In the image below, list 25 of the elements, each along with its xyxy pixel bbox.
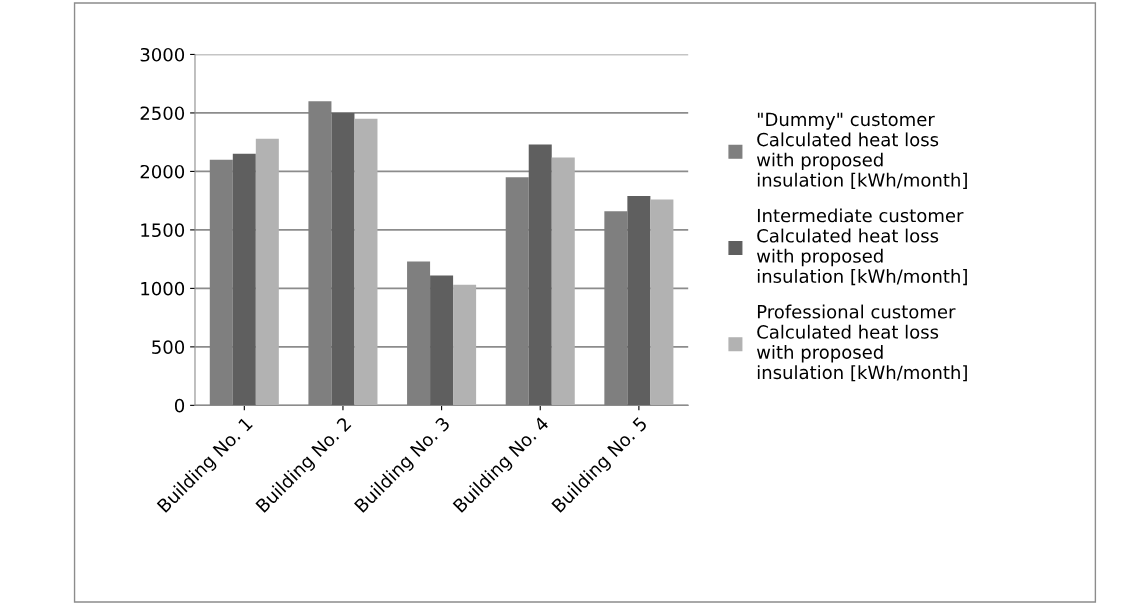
y-tick-label: 3000 — [140, 47, 185, 62]
y-tick-label: 1500 — [141, 223, 185, 238]
y-tick-label: 1000 — [141, 281, 185, 296]
bar — [505, 177, 529, 406]
bar — [627, 195, 651, 406]
bar — [430, 275, 454, 406]
bar — [453, 284, 477, 406]
bar — [255, 138, 279, 406]
y-tick-label: 500 — [152, 340, 185, 354]
bar — [209, 159, 233, 406]
y-tick-label: 0 — [174, 398, 185, 413]
y-tick-label: 2000 — [140, 164, 185, 179]
bar — [528, 144, 552, 406]
bar — [331, 112, 355, 406]
bar — [551, 157, 575, 406]
legend-label: Professional customer Calculated heat loss with proposed insulation [kWh/month] — [756, 304, 967, 382]
bar — [407, 261, 431, 406]
bar — [604, 211, 628, 406]
legend-label: "Dummy" customer Calculated heat loss with proposed insulation [kWh/month] — [756, 112, 967, 189]
bar — [232, 153, 256, 406]
legend-label: Intermediate customer Calculated heat loss with proposed insulation [kWh/month] — [756, 208, 967, 286]
y-tick-label: 2500 — [140, 106, 185, 121]
bar — [650, 199, 674, 406]
bar — [308, 101, 332, 406]
bar — [354, 118, 378, 406]
